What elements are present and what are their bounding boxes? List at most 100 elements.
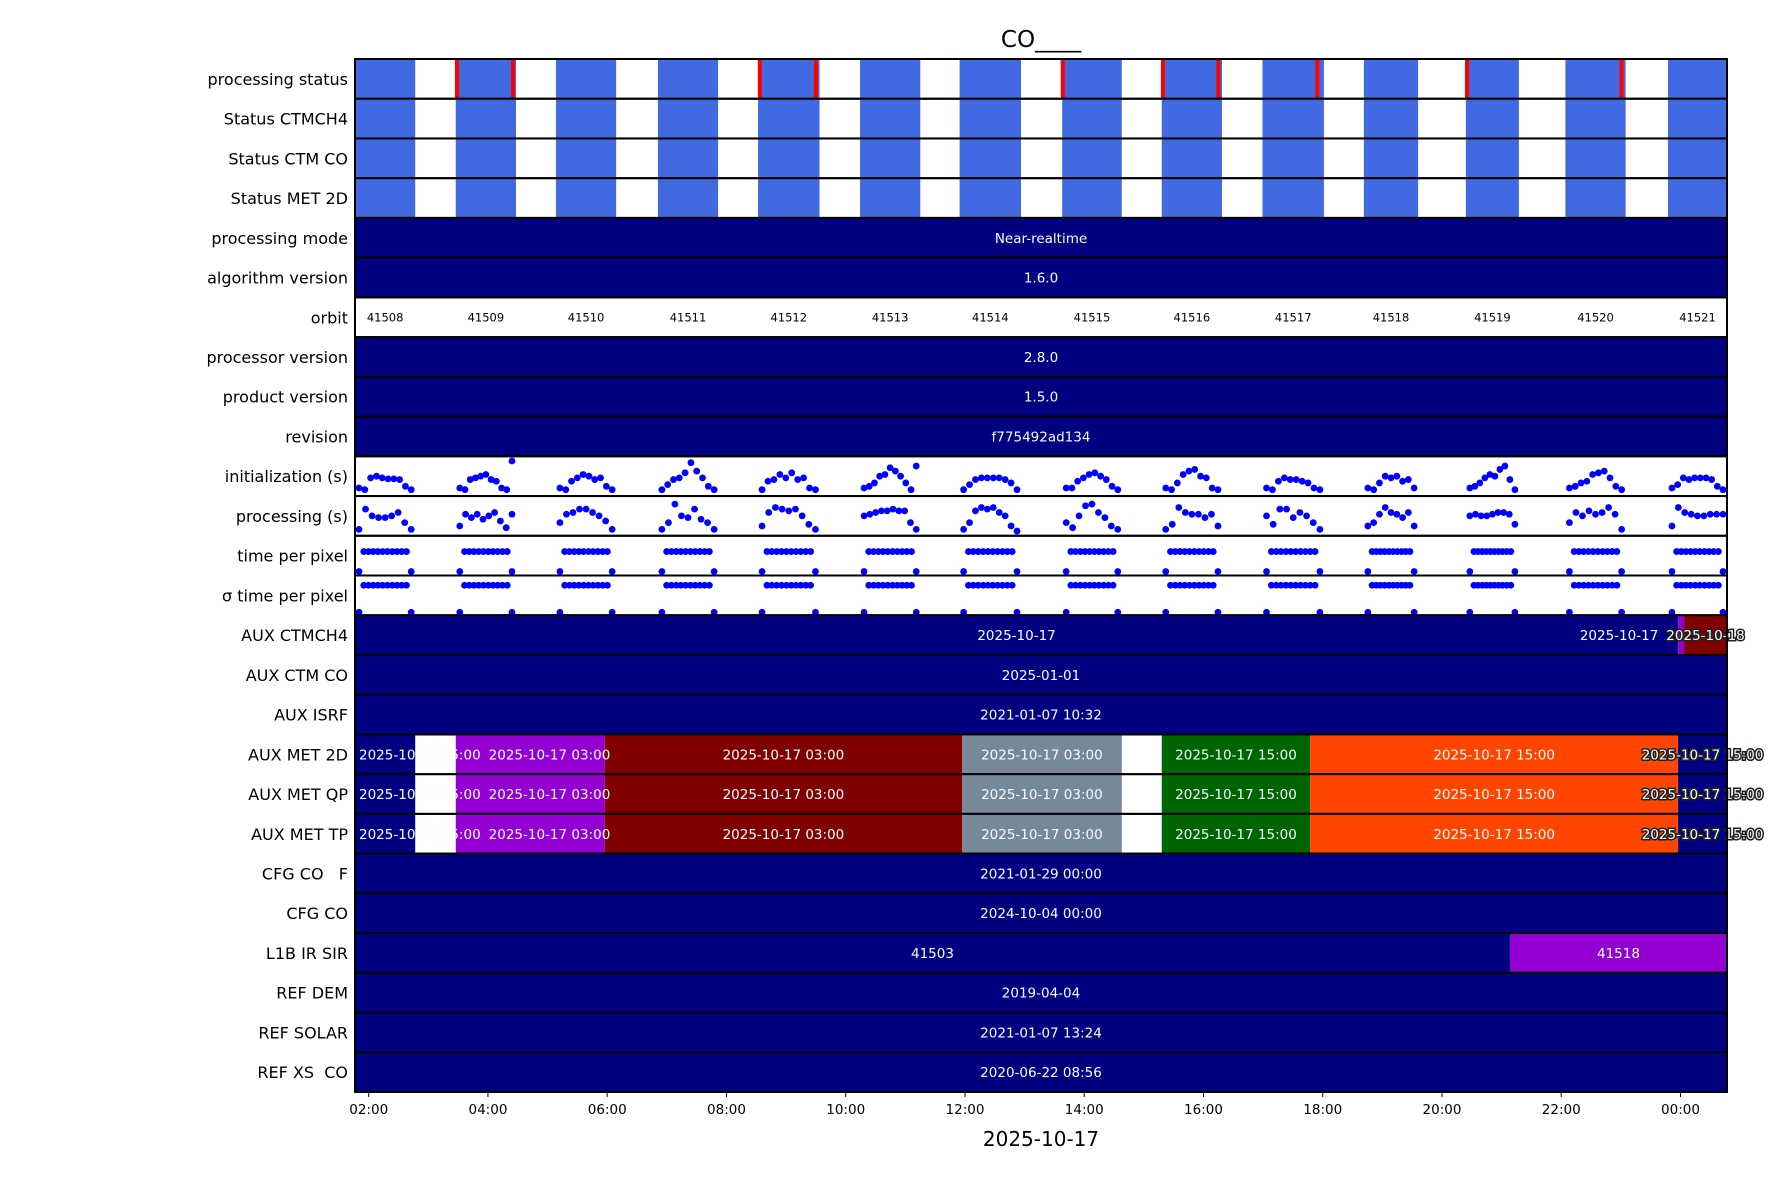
row-frame bbox=[354, 1051, 1728, 1094]
data-point bbox=[1306, 548, 1314, 555]
data-point bbox=[870, 548, 877, 555]
status-bar bbox=[455, 138, 516, 179]
data-point bbox=[1097, 472, 1104, 480]
data-point bbox=[1303, 512, 1310, 520]
status-bar bbox=[1465, 98, 1519, 139]
row-label: AUX MET 2D bbox=[248, 745, 348, 764]
data-point bbox=[1491, 472, 1499, 480]
data-point bbox=[879, 548, 887, 555]
data-point bbox=[1410, 484, 1418, 492]
data-point bbox=[966, 481, 973, 489]
data-point bbox=[1068, 484, 1076, 492]
data-point bbox=[1105, 581, 1112, 589]
data-point bbox=[778, 581, 785, 589]
data-point bbox=[1167, 581, 1174, 589]
data-point bbox=[384, 475, 392, 483]
data-point bbox=[898, 581, 906, 589]
data-point bbox=[369, 581, 377, 589]
data-point bbox=[378, 474, 386, 482]
data-point bbox=[470, 581, 478, 589]
data-point bbox=[1404, 476, 1412, 483]
data-point bbox=[1618, 525, 1626, 533]
data-point bbox=[995, 474, 1003, 482]
data-point bbox=[1003, 548, 1011, 555]
data-point bbox=[1592, 510, 1599, 518]
data-point bbox=[1114, 525, 1122, 533]
data-point bbox=[1276, 505, 1284, 513]
data-point bbox=[1477, 512, 1485, 520]
data-point bbox=[699, 474, 706, 482]
data-point bbox=[1410, 522, 1418, 530]
data-point bbox=[1700, 512, 1708, 520]
data-point bbox=[1668, 522, 1676, 530]
segment-label: 2025-10-18 bbox=[1666, 628, 1744, 644]
data-point bbox=[1613, 548, 1621, 555]
row-label: REF DEM bbox=[276, 984, 348, 1003]
data-point bbox=[701, 548, 709, 555]
segment-bar bbox=[355, 376, 1727, 417]
error-marker bbox=[813, 59, 818, 99]
data-point bbox=[456, 522, 464, 530]
segment-label: 2025-10-17 15:00 bbox=[1175, 827, 1297, 843]
data-point bbox=[658, 525, 666, 533]
data-point bbox=[487, 476, 495, 483]
segment-bar bbox=[455, 774, 605, 814]
data-point bbox=[1364, 522, 1372, 530]
data-point bbox=[374, 548, 382, 555]
data-point bbox=[1511, 486, 1519, 494]
row-label: time per pixel bbox=[237, 547, 348, 566]
data-point bbox=[403, 581, 410, 589]
data-point bbox=[989, 548, 997, 555]
status-bar bbox=[1565, 138, 1626, 179]
segment-label: 1.6.0 bbox=[1024, 271, 1058, 287]
data-point bbox=[570, 548, 578, 555]
x-tick-label: 04:00 bbox=[469, 1102, 508, 1118]
data-point bbox=[355, 608, 363, 616]
row-processing-mode: processing mode Near-realtime bbox=[211, 216, 1728, 259]
segment-bar bbox=[961, 813, 1122, 854]
segment-label: 2025-10-16 15:00 bbox=[359, 747, 481, 763]
data-point bbox=[1370, 486, 1378, 494]
segment-bar bbox=[355, 694, 1727, 735]
data-point bbox=[675, 474, 683, 482]
data-point bbox=[1481, 474, 1489, 482]
data-point bbox=[390, 475, 398, 483]
data-point bbox=[367, 474, 375, 482]
error-marker bbox=[454, 59, 459, 99]
data-point bbox=[681, 469, 689, 477]
data-point bbox=[575, 581, 583, 589]
data-point bbox=[671, 500, 679, 508]
row-label: processor version bbox=[206, 348, 348, 367]
data-point bbox=[1466, 568, 1474, 575]
row-cfg-co: CFG CO 2024-10-04 00:00 bbox=[286, 892, 1728, 935]
segment-label: Near-realtime bbox=[995, 231, 1087, 247]
data-point bbox=[1191, 466, 1199, 473]
data-point bbox=[874, 548, 882, 555]
data-point bbox=[1176, 581, 1184, 589]
data-point bbox=[1086, 581, 1094, 589]
status-bar bbox=[555, 59, 617, 99]
data-point bbox=[1301, 581, 1309, 589]
data-point bbox=[1114, 568, 1122, 575]
data-point bbox=[1575, 548, 1583, 555]
segment-label: 2021-01-29 00:00 bbox=[980, 866, 1102, 882]
error-marker bbox=[1160, 59, 1165, 99]
status-bar bbox=[860, 178, 921, 218]
data-point bbox=[1511, 608, 1519, 616]
data-point bbox=[794, 476, 802, 483]
segment-label: 2025-01-01 bbox=[1002, 668, 1080, 684]
data-point bbox=[1585, 507, 1593, 515]
data-point bbox=[467, 514, 475, 521]
row-label: product version bbox=[223, 388, 348, 407]
orbit-label: 41520 bbox=[1577, 310, 1614, 324]
data-point bbox=[1713, 510, 1721, 518]
row-time-per-pixel: time per pixel bbox=[237, 534, 1728, 577]
data-point bbox=[561, 548, 569, 555]
data-point bbox=[456, 608, 464, 616]
data-point bbox=[407, 568, 415, 575]
data-point bbox=[355, 525, 363, 533]
x-tick-label: 20:00 bbox=[1423, 1102, 1462, 1118]
data-point bbox=[1100, 548, 1108, 555]
error-marker bbox=[1060, 59, 1065, 99]
data-point bbox=[663, 548, 671, 555]
